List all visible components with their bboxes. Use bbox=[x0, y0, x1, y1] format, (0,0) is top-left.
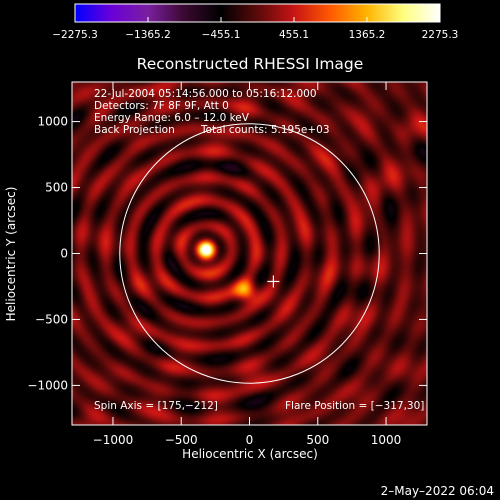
y-axis-label: Heliocentric Y (arcsec) bbox=[4, 187, 18, 322]
x-tick-label: 500 bbox=[306, 433, 329, 447]
y-tick-label: 0 bbox=[60, 247, 68, 261]
x-tick-label: 0 bbox=[246, 433, 254, 447]
chart-title: Reconstructed RHESSI Image bbox=[137, 55, 364, 73]
x-tick-label: −1000 bbox=[93, 433, 134, 447]
info-line-time: 22-Jul-2004 05:14:56.000 to 05:16:12.000 bbox=[94, 88, 317, 100]
spin-axis-marker bbox=[267, 275, 280, 288]
colorbar-tick-label: 2275.3 bbox=[422, 29, 459, 41]
y-tick-label: −1000 bbox=[27, 378, 68, 392]
heatmap-image bbox=[72, 82, 427, 425]
info-block: 22-Jul-2004 05:14:56.000 to 05:16:12.000… bbox=[94, 88, 330, 136]
y-tick-label: 500 bbox=[45, 181, 68, 195]
info-line-energy: Energy Range: 6.0 – 12.0 keV bbox=[94, 112, 250, 124]
colorbar-tick-label: −2275.3 bbox=[52, 29, 98, 41]
info-line-detectors: Detectors: 7F 8F 9F, Att 0 bbox=[94, 100, 229, 112]
info-line-method: Back Projection bbox=[94, 124, 175, 136]
x-tick-label: −500 bbox=[165, 433, 198, 447]
y-tick-label: −500 bbox=[35, 312, 68, 326]
spin-axis-label: Spin Axis = [175,−212] bbox=[94, 400, 218, 412]
x-axis-label: Heliocentric X (arcsec) bbox=[182, 447, 318, 461]
x-tick-label: 1000 bbox=[371, 433, 402, 447]
y-tick-label: 1000 bbox=[37, 115, 68, 129]
plot-area: 22-Jul-2004 05:14:56.000 to 05:16:12.000… bbox=[71, 81, 428, 426]
solar-disk-outline bbox=[119, 123, 380, 384]
colorbar: −2275.3 −1365.2 −455.1 455.1 1365.2 2275.3 bbox=[52, 3, 458, 41]
flare-position-label: Flare Position = [−317,30] bbox=[285, 400, 424, 412]
colorbar-tick-label: −455.1 bbox=[202, 29, 241, 41]
x-tick-labels: −1000 −500 0 500 1000 bbox=[93, 433, 402, 447]
axis-ticks bbox=[72, 82, 427, 425]
colorbar-tick-label: 1365.2 bbox=[349, 29, 386, 41]
colorbar-tick-label: 455.1 bbox=[279, 29, 309, 41]
colorbar-bar bbox=[75, 4, 440, 22]
footer-date: 2–May–2022 06:04 bbox=[381, 484, 494, 498]
info-total-counts: Total counts: 5.195e+03 bbox=[200, 124, 330, 136]
colorbar-tick-label: −1365.2 bbox=[125, 29, 171, 41]
colorbar-ticks: −2275.3 −1365.2 −455.1 455.1 1365.2 2275.3 bbox=[52, 17, 458, 41]
y-tick-labels: 1000 500 0 −500 −1000 bbox=[27, 115, 68, 393]
